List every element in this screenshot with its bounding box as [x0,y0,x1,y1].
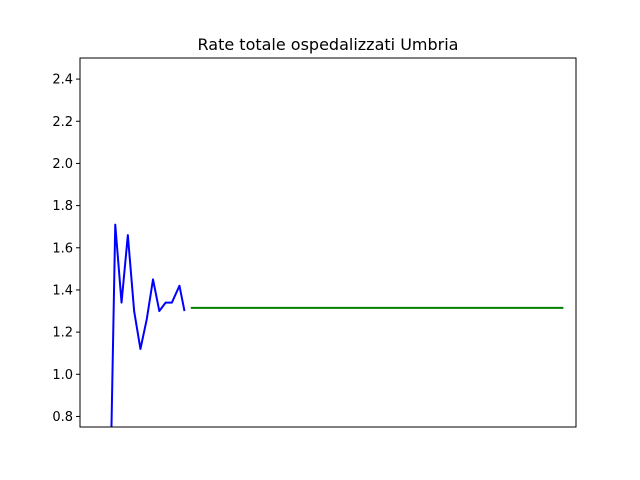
y-tick-label: 1.6 [52,241,73,256]
plot-series [110,223,564,428]
chart-title: Rate totale ospedalizzati Umbria [198,35,459,54]
y-tick-label: 2.4 [52,73,73,88]
y-tick-label: 2.2 [52,115,73,130]
y-tick-label: 2.0 [52,157,73,172]
y-tick-label: 1.8 [52,199,73,214]
y-tick-label: 0.8 [52,410,73,425]
y-axis: 0.8 1.0 1.2 1.4 1.6 1.8 2.0 2.2 2.4 [52,73,80,425]
series-line-1 [110,223,186,428]
y-tick-label: 1.4 [52,283,73,298]
y-tick-label: 1.0 [52,368,73,383]
y-tick-label: 1.2 [52,326,73,341]
plot-frame [79,57,577,428]
